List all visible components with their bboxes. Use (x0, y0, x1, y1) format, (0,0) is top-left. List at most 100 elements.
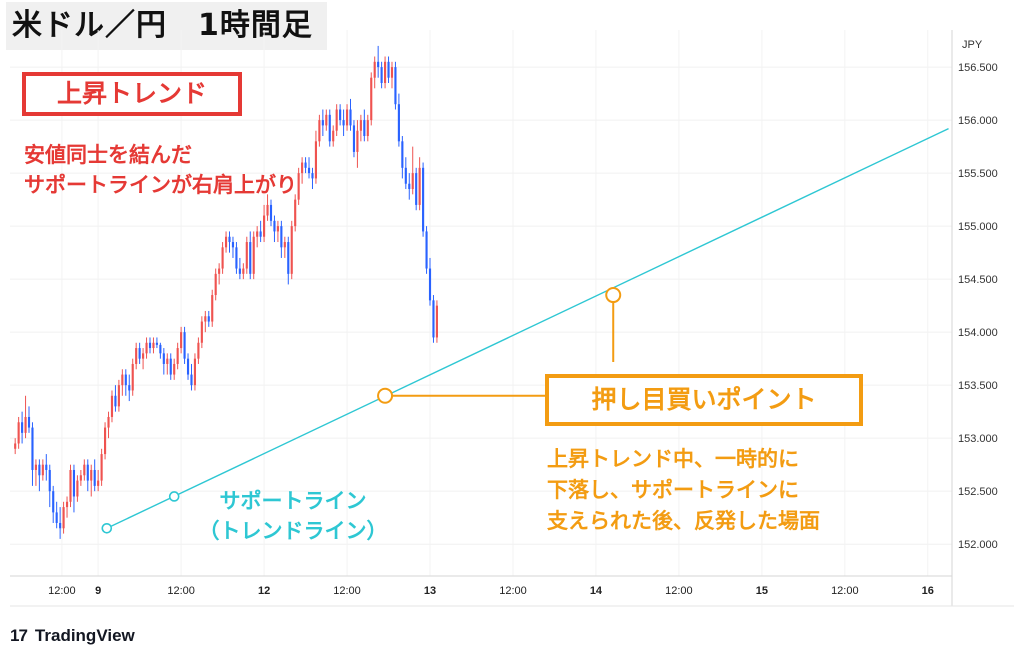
candle-body (59, 522, 62, 529)
candle-body (197, 342, 200, 359)
candle-body (24, 416, 27, 433)
buy-point-label: 押し目買いポイント (545, 374, 863, 426)
candle-body (79, 475, 82, 481)
candle-body (318, 120, 321, 142)
buy-point-desc-line-1: 上昇トレンド中、一時的に (547, 447, 799, 471)
uptrend-description: 安値同士を結んだ サポートラインが右肩上がり (24, 140, 297, 200)
candle-body (287, 242, 290, 274)
time-tick-label: 15 (756, 585, 768, 597)
candle-body (238, 268, 241, 274)
candle-body (366, 120, 369, 137)
candle-body (21, 422, 24, 433)
candle-body (128, 385, 131, 391)
candle-body (359, 120, 362, 131)
candle-body (321, 120, 324, 126)
candle-body (252, 236, 255, 274)
candle-body (69, 469, 72, 502)
candle-body (183, 332, 186, 359)
price-tick-label: 156.500 (958, 62, 998, 74)
candle-body (152, 342, 155, 349)
candle-body (221, 247, 224, 269)
candle-body (159, 344, 162, 354)
candle-body (301, 162, 304, 174)
candle-body (55, 512, 58, 523)
candle-body (404, 167, 407, 184)
candle-body (214, 273, 217, 296)
candle-body (218, 268, 221, 274)
candle-body (110, 395, 114, 417)
candle-body (342, 120, 345, 126)
candle-body (176, 348, 179, 364)
candle-body (266, 204, 269, 216)
candle-body (103, 427, 107, 455)
support-line-label: サポートライン （トレンドライン） (178, 486, 408, 546)
tradingview-logo[interactable]: 17 TradingView (10, 624, 135, 648)
candle-body (349, 109, 352, 126)
candle-body (62, 507, 65, 529)
candle-body (290, 226, 293, 274)
candle-body (422, 167, 425, 232)
candle-body (97, 480, 100, 486)
support-label-line-1: サポートライン (219, 489, 367, 513)
candle-body (380, 67, 383, 84)
price-tick-label: 154.000 (958, 327, 998, 339)
candle-body (283, 242, 286, 248)
candle-body (363, 120, 366, 137)
time-tick-label: 12:00 (831, 585, 859, 597)
candle-body (204, 316, 207, 322)
candle-body (14, 443, 17, 449)
time-tick-label: 12 (258, 585, 270, 597)
candle-body (224, 236, 228, 248)
candle-body (352, 125, 356, 152)
candle-body (356, 130, 359, 152)
candle-body (418, 167, 421, 205)
support-touch-marker (101, 522, 113, 534)
candle-body (72, 469, 76, 497)
candle-body (173, 363, 176, 375)
candle-body (90, 469, 93, 481)
candle-body (328, 114, 331, 142)
candle-body (228, 236, 231, 243)
candle-body (245, 242, 248, 269)
buy-point-description: 上昇トレンド中、一時的に 下落し、サポートラインに 支えられた後、反発した場面 (547, 444, 820, 537)
price-tick-label: 153.000 (958, 433, 998, 445)
candle-body (38, 464, 41, 476)
candle-body (280, 226, 283, 248)
support-touch-marker (377, 387, 394, 404)
candle-body (387, 61, 390, 78)
support-touch-marker (605, 287, 622, 304)
candle-body (435, 305, 438, 338)
buy-point-desc-line-3: 支えられた後、反発した場面 (547, 509, 820, 533)
candle-body (242, 268, 245, 274)
candle-body (148, 342, 152, 349)
candle-body (169, 358, 172, 375)
candle-body (256, 231, 259, 237)
candle-body (231, 242, 235, 248)
candle-body (121, 374, 124, 386)
candle-body (200, 321, 203, 343)
price-tick-label: 156.000 (958, 115, 998, 127)
candle-body (314, 141, 318, 179)
support-touch-marker (168, 491, 180, 502)
candle-body (390, 67, 394, 78)
price-tick-label: 152.500 (958, 486, 998, 498)
candle-body (131, 363, 134, 391)
candle-body (100, 454, 103, 481)
price-tick-label: 154.500 (958, 274, 998, 286)
candle-body (65, 501, 69, 508)
candle-body (186, 358, 190, 375)
candle-body (383, 61, 387, 84)
candle-body (83, 464, 86, 476)
time-tick-label: 12:00 (167, 585, 195, 597)
candle-body (41, 464, 44, 476)
candle-body (124, 374, 127, 386)
candle-body (155, 342, 158, 345)
candle-body (304, 162, 307, 168)
candle-body (339, 109, 342, 121)
candle-body (135, 348, 138, 364)
candle-body (345, 109, 349, 126)
candle-body (93, 469, 96, 486)
candle-body (297, 173, 300, 200)
candle-body (425, 231, 428, 269)
price-tick-label: 155.000 (958, 221, 998, 233)
